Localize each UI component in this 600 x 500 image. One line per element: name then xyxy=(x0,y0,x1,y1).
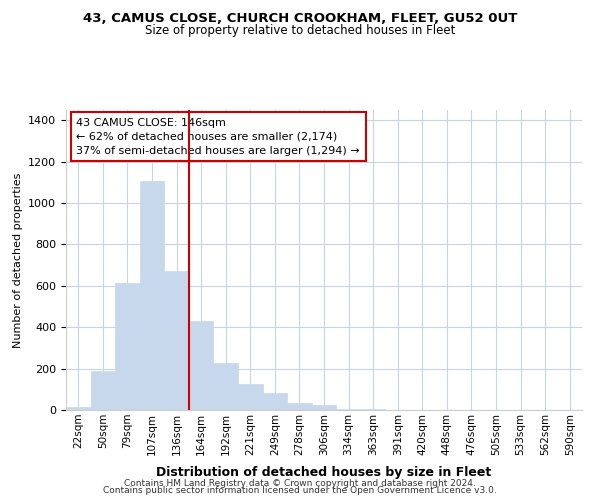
Bar xyxy=(312,405,336,410)
Bar xyxy=(336,409,361,410)
Bar xyxy=(214,364,238,410)
Text: Contains public sector information licensed under the Open Government Licence v3: Contains public sector information licen… xyxy=(103,486,497,495)
Bar xyxy=(238,384,263,410)
Y-axis label: Number of detached properties: Number of detached properties xyxy=(13,172,23,348)
Bar xyxy=(287,403,312,410)
Bar xyxy=(189,321,214,410)
Bar xyxy=(164,272,189,410)
Text: 43, CAMUS CLOSE, CHURCH CROOKHAM, FLEET, GU52 0UT: 43, CAMUS CLOSE, CHURCH CROOKHAM, FLEET,… xyxy=(83,12,517,26)
X-axis label: Distribution of detached houses by size in Fleet: Distribution of detached houses by size … xyxy=(157,466,491,479)
Bar xyxy=(66,407,91,410)
Text: 43 CAMUS CLOSE: 146sqm
← 62% of detached houses are smaller (2,174)
37% of semi-: 43 CAMUS CLOSE: 146sqm ← 62% of detached… xyxy=(76,118,360,156)
Text: Contains HM Land Registry data © Crown copyright and database right 2024.: Contains HM Land Registry data © Crown c… xyxy=(124,478,476,488)
Bar xyxy=(140,182,164,410)
Bar xyxy=(91,370,115,410)
Bar xyxy=(263,394,287,410)
Bar xyxy=(361,409,385,410)
Text: Size of property relative to detached houses in Fleet: Size of property relative to detached ho… xyxy=(145,24,455,37)
Bar xyxy=(115,283,140,410)
